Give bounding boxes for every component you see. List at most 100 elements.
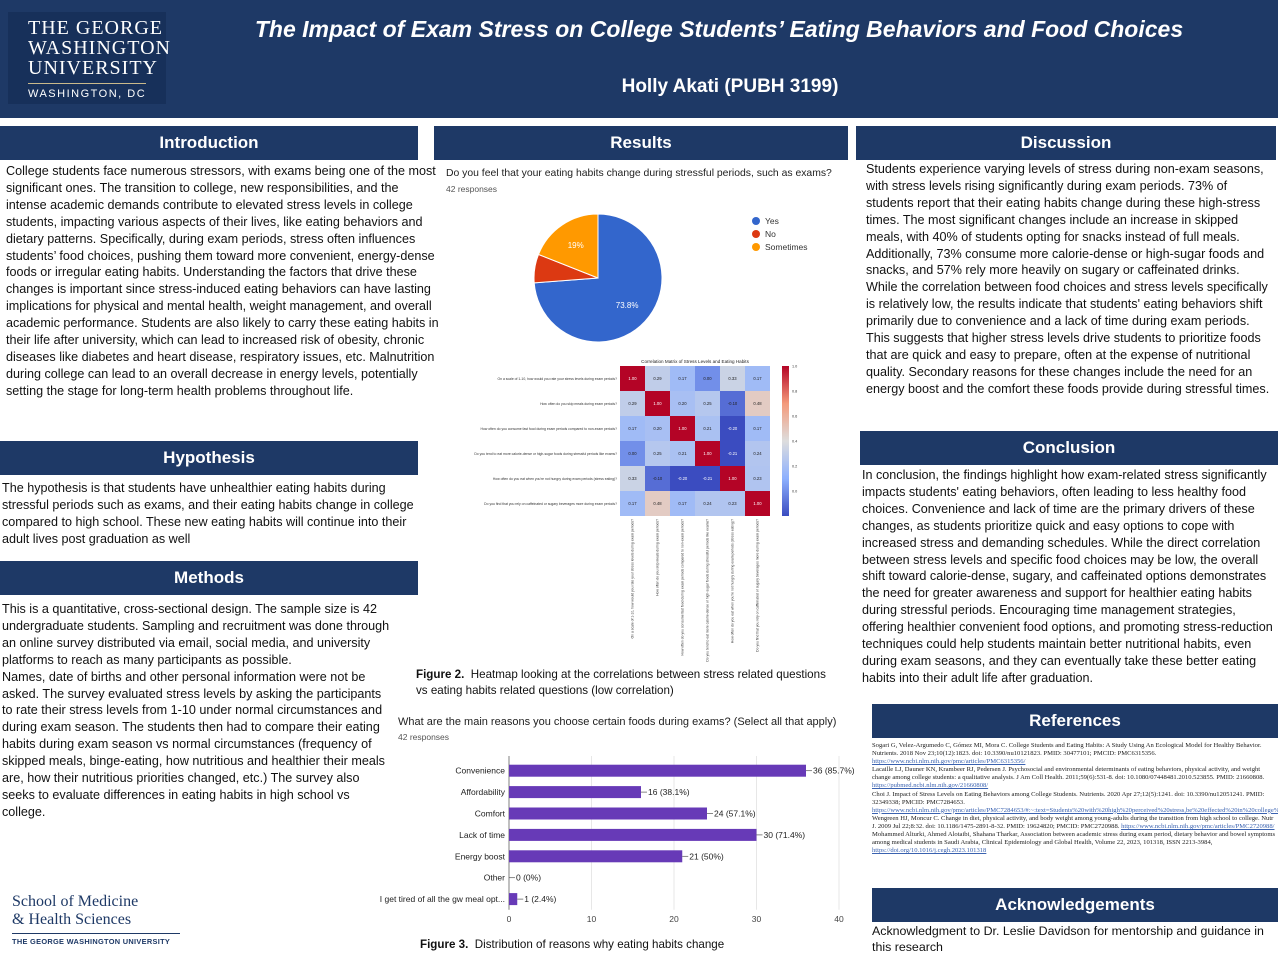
bar-x-tick: 0 <box>507 914 512 924</box>
heatmap-col-label: On a scale of 1-10, how would you rate y… <box>631 519 635 639</box>
heatmap-cell <box>620 366 645 391</box>
heatmap-cell <box>720 441 745 466</box>
pie-chart: 73.8% 19% <box>533 213 663 343</box>
heatmap-value: -0.10 <box>728 401 738 406</box>
methods-paragraph-2: Names, date of births and other personal… <box>2 669 385 819</box>
bar-x-tick: 30 <box>752 914 762 924</box>
heatmap-cell <box>620 491 645 516</box>
heatmap-value: -0.21 <box>703 476 713 481</box>
heatmap-value: 0.24 <box>703 501 712 506</box>
heatmap-value: -0.10 <box>653 476 663 481</box>
heatmap-cell <box>720 491 745 516</box>
heatmap-value: 0.23 <box>728 501 737 506</box>
legend-label: No <box>765 228 776 239</box>
colorbar-tick: 0.0 <box>792 490 797 494</box>
heatmap-row-label: Do you find that you rely on caffeinated… <box>484 502 617 506</box>
som-logo-line-1: School of Medicine <box>12 893 139 910</box>
references-heading: References <box>872 704 1278 738</box>
heatmap-cell <box>720 416 745 441</box>
conclusion-heading: Conclusion <box>860 431 1278 465</box>
pie-slice-label: 19% <box>568 241 584 250</box>
heatmap-value: 0.29 <box>653 376 662 381</box>
heatmap-cell <box>645 366 670 391</box>
heatmap-cell <box>670 491 695 516</box>
reference-link[interactable]: https://www.ncbi.nlm.nih.gov/pmc/article… <box>1121 822 1275 830</box>
legend-swatch <box>752 229 760 238</box>
heatmap-value: 0.17 <box>628 501 637 506</box>
heatmap-cell <box>720 366 745 391</box>
heatmap-col-label: Do you find that you rely on caffeinated… <box>756 519 760 652</box>
som-logo-line-3: THE GEORGE WASHINGTON UNIVERSITY <box>12 937 171 946</box>
heatmap-value: 0.21 <box>678 451 687 456</box>
legend-item-no: No <box>752 227 808 240</box>
heatmap-cell <box>695 366 720 391</box>
methods-text: This is a quantitative, cross-sectional … <box>2 601 390 821</box>
bar <box>509 850 683 863</box>
bar-category-label: Lack of time <box>459 830 505 840</box>
colorbar-tick: 0.2 <box>792 465 797 469</box>
reference-link[interactable]: https://www.ncbi.nlm.nih.gov/pmc/article… <box>872 806 1278 814</box>
acknowledgements-heading: Acknowledgements <box>872 888 1278 922</box>
reference-item: Wengreen HJ, Moncur C. Change in diet, p… <box>872 815 1276 831</box>
bar-x-tick: 10 <box>587 914 597 924</box>
bar-category-label: Convenience <box>455 766 505 776</box>
figure-3-label: Figure 3. <box>420 938 469 951</box>
reference-link[interactable]: https://doi.org/10.1016/j.cegh.2023.1013… <box>872 847 987 855</box>
bar <box>509 828 757 841</box>
heatmap-cell <box>695 391 720 416</box>
reference-text: Choi J. Impact of Stress Levels on Eatin… <box>872 790 1265 806</box>
bar-value-label: 30 (71.4%) <box>764 830 806 840</box>
colorbar-tick: 0.8 <box>792 390 797 394</box>
pie-question: Do you feel that your eating habits chan… <box>446 168 832 179</box>
results-heading: Results <box>434 126 848 160</box>
reference-item: Lacaille LJ, Dauner KN, Krambeer RJ, Ped… <box>872 766 1276 790</box>
figure-2-label: Figure 2. <box>416 668 465 681</box>
poster-title: The Impact of Exam Stress on College Stu… <box>254 16 1184 42</box>
logo-line-3: UNIVERSITY <box>28 57 158 79</box>
bar-value-label: 24 (57.1%) <box>714 809 756 819</box>
heatmap-col-label: How often do you skip meals during exam … <box>656 519 660 596</box>
reference-item: Sogari G, Velez-Argumedo C, Gómez MI, Mo… <box>872 742 1276 766</box>
reference-link[interactable]: https://www.ncbi.nlm.nih.gov/pmc/article… <box>872 758 1026 766</box>
heatmap-cell <box>645 391 670 416</box>
poster-header: THE GEORGE WASHINGTON UNIVERSITY WASHING… <box>0 0 1278 118</box>
heatmap-row-label: How often do you eat when you're not hun… <box>493 477 617 481</box>
bar-category-label: Energy boost <box>455 851 506 861</box>
bar <box>509 807 707 820</box>
figure-3-text: Distribution of reasons why eating habit… <box>474 938 725 951</box>
reference-link[interactable]: https://pubmed.ncbi.nlm.nih.gov/21660808… <box>872 782 989 790</box>
heatmap-cell <box>670 466 695 491</box>
som-logo: School of Medicine & Health Sciences THE… <box>12 893 212 946</box>
hypothesis-heading: Hypothesis <box>0 441 418 475</box>
references-list: Sogari G, Velez-Argumedo C, Gómez MI, Mo… <box>872 742 1278 855</box>
bar-value-label: 1 (2.4%) <box>524 894 556 904</box>
reference-text: Wengreen HJ, Moncur C. Change in diet, p… <box>872 814 1274 830</box>
heatmap-value: 0.33 <box>728 376 737 381</box>
discussion-paragraph-2: While the correlation between food choic… <box>866 280 1270 396</box>
heatmap-title: Correlation Matrix of Stress Levels and … <box>641 359 749 364</box>
colorbar-tick: 0.4 <box>792 440 797 444</box>
bar-value-label: 36 (85.7%) <box>813 766 854 776</box>
figure-2-text: Heatmap looking at the correlations betw… <box>416 668 826 697</box>
heatmap-value: 0.24 <box>753 451 762 456</box>
heatmap-cell <box>720 466 745 491</box>
bar-responses: 42 responses <box>398 732 450 742</box>
heatmap-value: 1.00 <box>728 476 737 481</box>
heatmap-row-label: How often do you consume fast food durin… <box>481 427 618 431</box>
heatmap-row-label: How often do you skip meals during exam … <box>540 402 617 406</box>
heatmap-value: -0.20 <box>728 426 738 431</box>
heatmap-cell <box>695 466 720 491</box>
heatmap-cell <box>620 391 645 416</box>
heatmap-row-label: Do you tend to eat more calorie-dense or… <box>474 452 617 456</box>
heatmap-value: 0.20 <box>653 426 662 431</box>
heatmap-cell <box>720 391 745 416</box>
discussion-text: Students experience varying levels of st… <box>866 161 1274 398</box>
heatmap-cell <box>745 391 770 416</box>
som-logo-divider <box>12 933 180 934</box>
heatmap-value: 0.21 <box>703 426 712 431</box>
heatmap-col-label: How often do you eat when you're not hun… <box>731 519 735 643</box>
bar <box>509 786 641 799</box>
heatmap-cell <box>695 441 720 466</box>
heatmap-cell <box>645 491 670 516</box>
figure-3-caption: Figure 3. Distribution of reasons why ea… <box>420 937 840 953</box>
